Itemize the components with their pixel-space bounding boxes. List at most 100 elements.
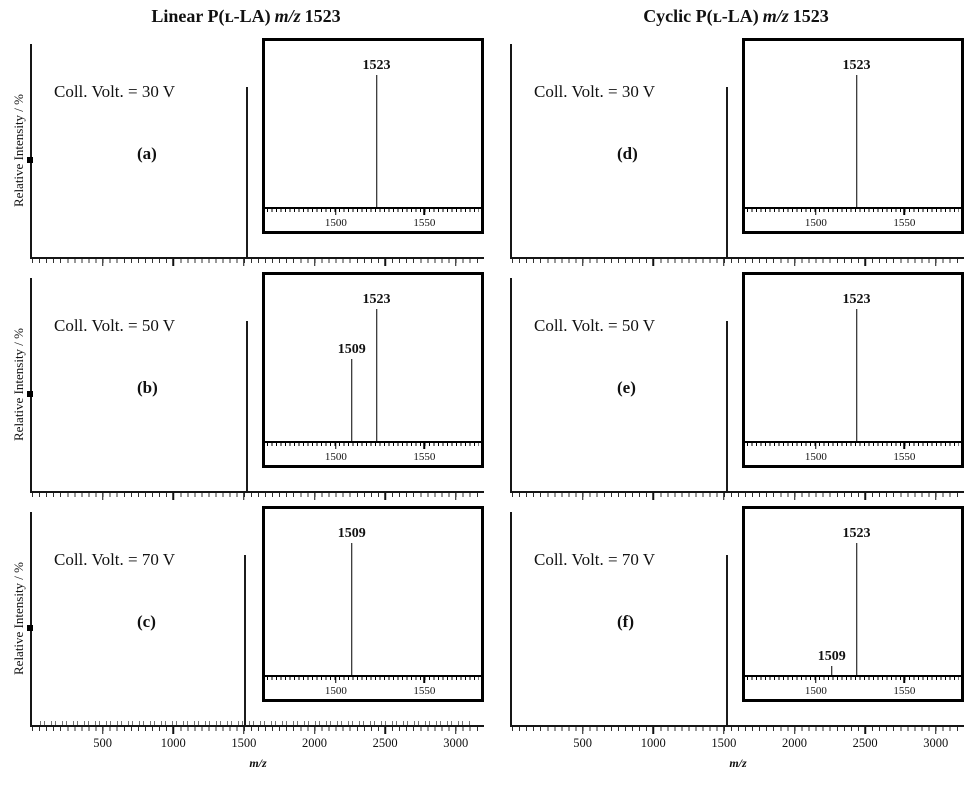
- title-mz-value: 1523: [792, 6, 829, 26]
- x-axis-major-tick: [935, 493, 937, 500]
- x-tick-label: 3000: [443, 736, 469, 750]
- inset-peak: 1523: [843, 58, 871, 207]
- x-axis-major-tick: [313, 259, 316, 266]
- x-axis-major-tick: [101, 493, 104, 500]
- x-axis-major-tick: [384, 259, 386, 266]
- x-axis-ticks: [32, 727, 484, 735]
- y-axis-mark: [27, 156, 33, 163]
- figure-row: Relative Intensity / % Coll. Volt. = 50 …: [8, 272, 970, 500]
- inset-major-tick: [815, 676, 817, 683]
- plot-area: Coll. Volt. = 50 V (b) 1500 1550 1509 1523: [27, 272, 484, 500]
- panel-letter: (f): [617, 612, 634, 631]
- x-axis-major-tick: [864, 259, 866, 266]
- title-mz-symbol: m/z: [274, 6, 301, 26]
- x-tick-label: 2000: [782, 736, 807, 750]
- x-tick-label: 500: [573, 736, 592, 750]
- inset-spectrum: 1500 1550 1523: [742, 38, 964, 234]
- inset-peak: 1523: [843, 526, 871, 675]
- inset-peak-label: 1523: [842, 58, 871, 73]
- title-mz-value: 1523: [304, 6, 341, 26]
- inset-peak: 1523: [363, 292, 391, 441]
- inset-major-tick: [335, 442, 337, 449]
- main-peak: [726, 86, 729, 257]
- x-tick-label: 1000: [160, 736, 186, 750]
- x-axis-ticks: [512, 259, 964, 267]
- collision-voltage-label: Coll. Volt. = 70 V: [54, 550, 176, 569]
- inset-major-tick: [423, 676, 426, 683]
- x-axis-major-tick: [243, 727, 245, 734]
- title-sample-name: Cyclic P(ʟ-LA): [643, 6, 759, 26]
- y-axis-mark: [27, 390, 33, 397]
- inset-major-tick: [815, 442, 817, 449]
- x-axis-major-tick: [384, 727, 386, 734]
- inset-peak: 1509: [338, 526, 366, 675]
- plot-area: Coll. Volt. = 70 V (c) 500 1000 1500 2000 25…: [27, 506, 484, 770]
- inset-tick-label: 1500: [804, 451, 827, 463]
- x-axis-major-tick: [793, 259, 796, 266]
- spectrum-panel: Coll. Volt. = 30 V (d) 1500 1550 1523: [510, 38, 964, 266]
- inset-tick-label: 1550: [893, 685, 916, 697]
- figure-row: Relative Intensity / % Coll. Volt. = 70 …: [8, 506, 970, 770]
- plot-area: Coll. Volt. = 30 V (a) 1500 1550 1523: [27, 38, 484, 266]
- inset-tick-label: 1500: [804, 217, 827, 229]
- x-tick-label: 2000: [302, 736, 327, 750]
- title-mz-symbol: m/z: [762, 6, 789, 26]
- x-tick-label: 3000: [923, 736, 949, 750]
- inset-tick-label: 1500: [324, 217, 347, 229]
- x-axis-title: m/z: [729, 756, 747, 770]
- x-axis-major-tick: [935, 259, 937, 266]
- panels-grid: Relative Intensity / % Coll. Volt. = 30 …: [0, 38, 970, 770]
- inset-tick-label: 1500: [324, 451, 347, 463]
- x-axis-major-tick: [793, 493, 796, 500]
- main-peak: [246, 86, 249, 257]
- x-axis-major-tick: [101, 727, 104, 734]
- inset-peak-label: 1509: [337, 342, 366, 358]
- x-axis-major-tick: [384, 493, 386, 500]
- inset-peak: 1523: [843, 292, 871, 441]
- x-axis-major-tick: [313, 727, 316, 734]
- x-axis-major-tick: [455, 259, 457, 266]
- inset-major-tick: [335, 676, 337, 683]
- collision-voltage-label: Coll. Volt. = 70 V: [534, 550, 656, 569]
- inset-tick-label: 1550: [413, 451, 436, 463]
- inset-x-axis: [265, 207, 481, 212]
- x-tick-label: 1000: [640, 736, 666, 750]
- x-axis-title: m/z: [249, 756, 267, 770]
- inset-major-tick: [903, 208, 906, 215]
- x-axis-tick-labels: 500 1000 1500 2000 2500 3000: [512, 736, 964, 751]
- spectrum-panel: Coll. Volt. = 50 V (e) 1500 1550 1523: [510, 272, 964, 500]
- inset-tick-label: 1550: [893, 451, 916, 463]
- panel-letter: (d): [617, 144, 638, 163]
- x-axis-major-tick: [172, 727, 174, 734]
- inset-tick-label: 1500: [324, 685, 347, 697]
- x-axis-major-tick: [313, 493, 316, 500]
- panel-letter: (c): [137, 612, 156, 631]
- x-axis-major-tick: [652, 259, 654, 266]
- panel-letter: (b): [137, 378, 158, 397]
- inset-spectrum: 1500 1550 1509 1523: [742, 506, 964, 702]
- main-peak: [246, 320, 249, 491]
- x-axis-major-tick: [101, 259, 104, 266]
- plot-area: Coll. Volt. = 30 V (d) 1500 1550 1523: [510, 38, 964, 266]
- panel-letter: (a): [137, 144, 157, 163]
- inset-x-axis: [745, 207, 961, 212]
- y-axis-label: Relative Intensity / %: [11, 94, 26, 208]
- x-axis-ticks: [512, 727, 964, 735]
- panel-letter: (e): [617, 378, 636, 397]
- spectrum-panel: Relative Intensity / % Coll. Volt. = 70 …: [8, 506, 484, 770]
- collision-voltage-label: Coll. Volt. = 30 V: [534, 82, 656, 101]
- x-tick-label: 2500: [852, 736, 878, 750]
- inset-peak-label: 1509: [817, 648, 846, 664]
- inset-tick-label: 1500: [804, 685, 827, 697]
- main-peak: [726, 320, 729, 491]
- title-sample-name: Linear P(ʟ-LA): [151, 6, 271, 26]
- inset-peak-label: 1523: [362, 292, 391, 307]
- baseline-noise: [40, 721, 472, 725]
- inset-x-axis: [265, 441, 481, 446]
- inset-major-tick: [903, 442, 906, 449]
- x-tick-label: 500: [93, 736, 112, 750]
- inset-spectrum: 1500 1550 1523: [742, 272, 964, 468]
- column-title-cyclic: Cyclic P(ʟ-LA) m/z 1523: [510, 6, 962, 34]
- inset-tick-label: 1550: [413, 217, 436, 229]
